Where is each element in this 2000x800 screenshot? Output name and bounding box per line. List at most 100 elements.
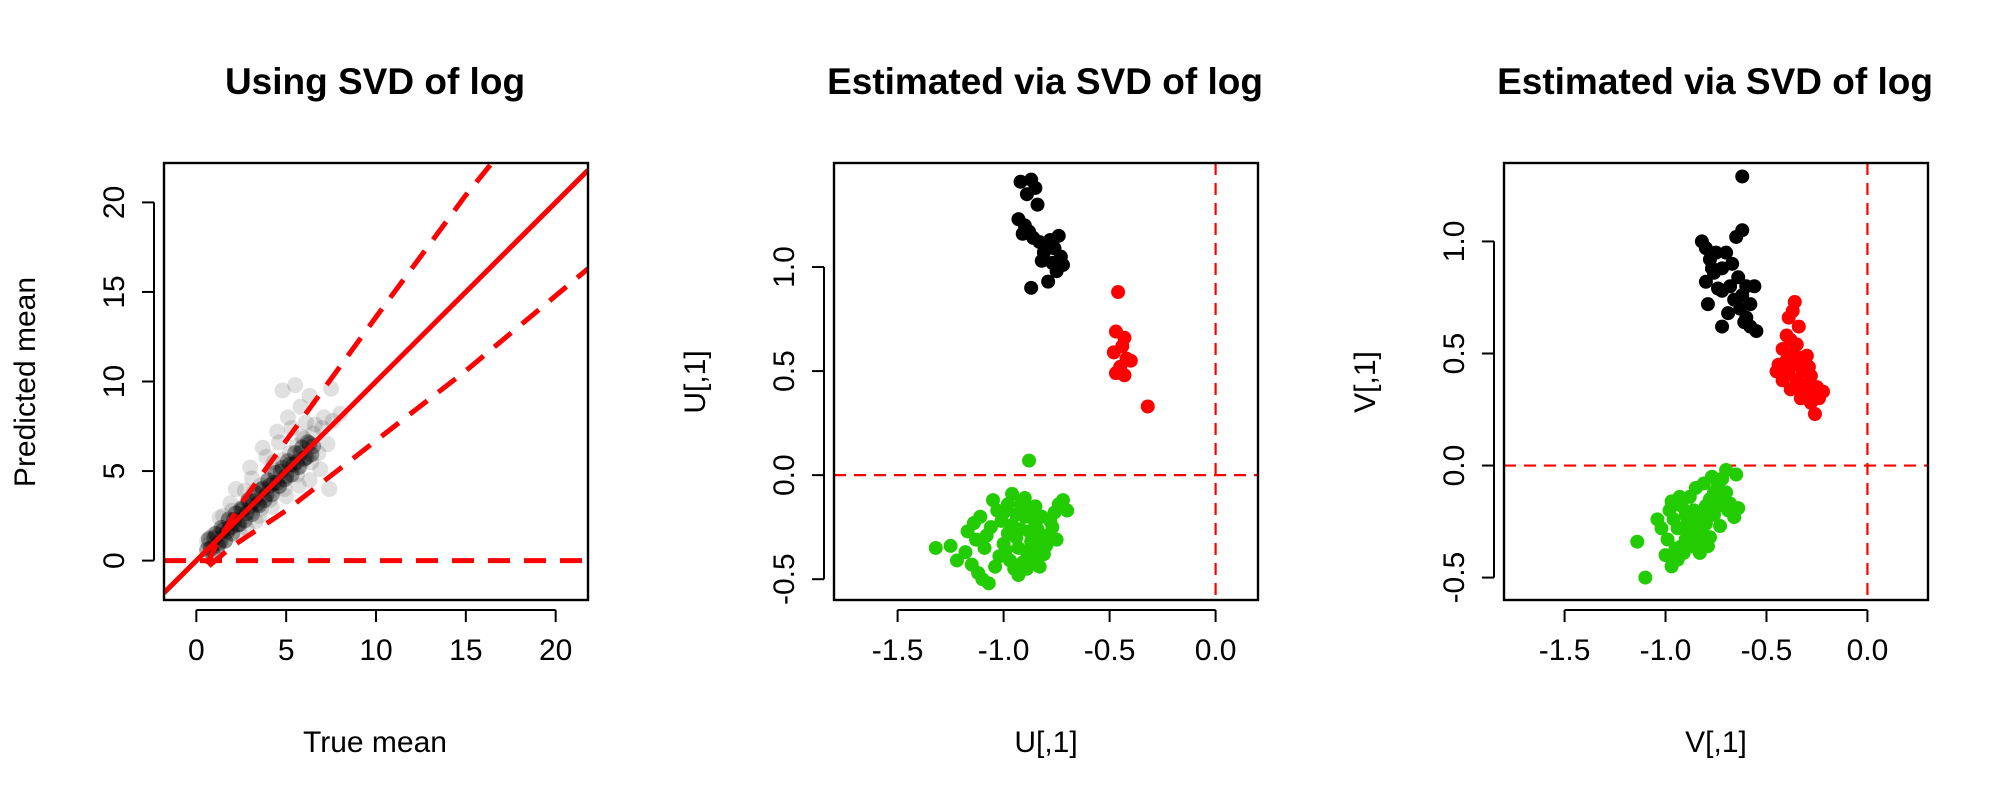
series-2-point [1686, 503, 1701, 518]
data-point [253, 500, 270, 517]
series-2-point [981, 576, 996, 591]
series-2-point [1630, 534, 1645, 549]
panel-1-plot-frame [162, 161, 590, 602]
series-0-point [1729, 229, 1744, 244]
series-0-point [1739, 310, 1754, 325]
series-1-point [1781, 310, 1796, 325]
data-point [213, 531, 230, 548]
series-0-point [1731, 270, 1746, 285]
series-0-point [1019, 187, 1034, 202]
panel-3-y-axis: -0.5 0.0 0.5 1.0 [1438, 221, 1495, 603]
series-2-point [1680, 514, 1695, 529]
data-point [306, 416, 323, 433]
series-0-point [1711, 281, 1726, 296]
series-2-point [958, 545, 973, 560]
series-0-point [1036, 245, 1051, 260]
series-0-point [1045, 255, 1060, 270]
data-point [310, 445, 327, 462]
data-point [315, 409, 332, 426]
y-tick-label: 0 [98, 552, 131, 569]
data-point [222, 495, 239, 512]
series-2-point [1019, 561, 1034, 576]
series-2-point [1658, 548, 1673, 563]
series-1-point [1791, 319, 1806, 334]
panel-3-title: Estimated via SVD of log [1497, 61, 1933, 102]
dashed-reference-line [204, 163, 496, 566]
panel-3-y-label: V[,1] [1349, 351, 1382, 413]
data-point [254, 439, 271, 456]
series-1-point [1140, 399, 1155, 414]
panel-1-x-label: True mean [303, 726, 447, 759]
series-2-point [1022, 524, 1037, 539]
x-tick-label: -1.5 [872, 634, 924, 667]
data-point [288, 466, 305, 483]
series-2-point [1022, 453, 1037, 468]
data-point [319, 436, 336, 453]
data-point [301, 472, 318, 489]
data-point [312, 461, 329, 478]
x-tick-label: 0 [188, 634, 205, 667]
x-tick-label: 15 [449, 634, 482, 667]
data-point [324, 412, 341, 429]
data-point [276, 480, 293, 497]
panel-3-x-label: V[,1] [1685, 726, 1747, 759]
series-1-point [1777, 359, 1792, 374]
series-0-point [1735, 169, 1750, 184]
series-2-point [1005, 486, 1020, 501]
series-2-point [1721, 503, 1736, 518]
series-2-point [1700, 539, 1715, 554]
data-point [274, 452, 291, 469]
y-tick-label: 0.0 [768, 454, 801, 496]
data-point [292, 398, 309, 415]
series-2-point [1670, 521, 1685, 536]
data-point [211, 509, 228, 526]
panel-2-plot-frame [832, 161, 1260, 602]
panel-1-marks [164, 163, 588, 595]
x-tick-label: 0.0 [1195, 634, 1237, 667]
series-0-point [1747, 279, 1762, 294]
data-point [290, 477, 307, 494]
data-point [287, 377, 304, 394]
data-point [294, 429, 311, 446]
series-2-point [1638, 570, 1653, 585]
panel-v-loadings: Estimated via SVD of log -1.5 -1.0 -0.5 0.0… [1349, 61, 1933, 759]
data-point [233, 511, 250, 528]
x-tick-label: -1.0 [978, 634, 1030, 667]
y-tick-label: 10 [98, 365, 131, 398]
series-2-point [983, 520, 998, 535]
data-point-core [292, 444, 309, 461]
y-tick-label: 5 [98, 463, 131, 480]
series-2-point [996, 505, 1011, 520]
series-0-point [1704, 261, 1719, 276]
data-point [303, 454, 320, 471]
data-point [288, 437, 305, 454]
series-2-point [1028, 499, 1043, 514]
series-1-point [1117, 368, 1132, 383]
series-2-point [928, 540, 943, 555]
panel-3-marks [1504, 163, 1928, 600]
y-tick-label: 20 [98, 186, 131, 219]
series-2-point [1704, 469, 1719, 484]
panel-3-plot-frame [1502, 161, 1930, 602]
y-tick-label: -0.5 [768, 553, 801, 605]
series-2-point [1719, 485, 1734, 500]
data-point [242, 459, 259, 476]
identity-line [164, 168, 588, 595]
series-2-point [1660, 532, 1675, 547]
panel-2-x-axis: -1.5 -1.0 -0.5 0.0 [872, 609, 1237, 667]
series-2-point [1026, 540, 1041, 555]
panel-2-marks [834, 163, 1258, 600]
data-point [278, 488, 295, 505]
data-point [263, 498, 280, 515]
series-0-point [1013, 174, 1028, 189]
series-2-point [1650, 512, 1665, 527]
data-point [297, 414, 314, 431]
series-1-point [1111, 285, 1126, 300]
panel-2-y-axis: -0.5 0.0 0.5 1.0 [768, 246, 825, 605]
data-point [209, 527, 226, 544]
x-tick-label: 20 [539, 634, 572, 667]
panel-1-x-axis: 0 5 10 15 20 [188, 609, 572, 667]
series-0-point [1041, 274, 1056, 289]
series-2-point [943, 538, 958, 553]
